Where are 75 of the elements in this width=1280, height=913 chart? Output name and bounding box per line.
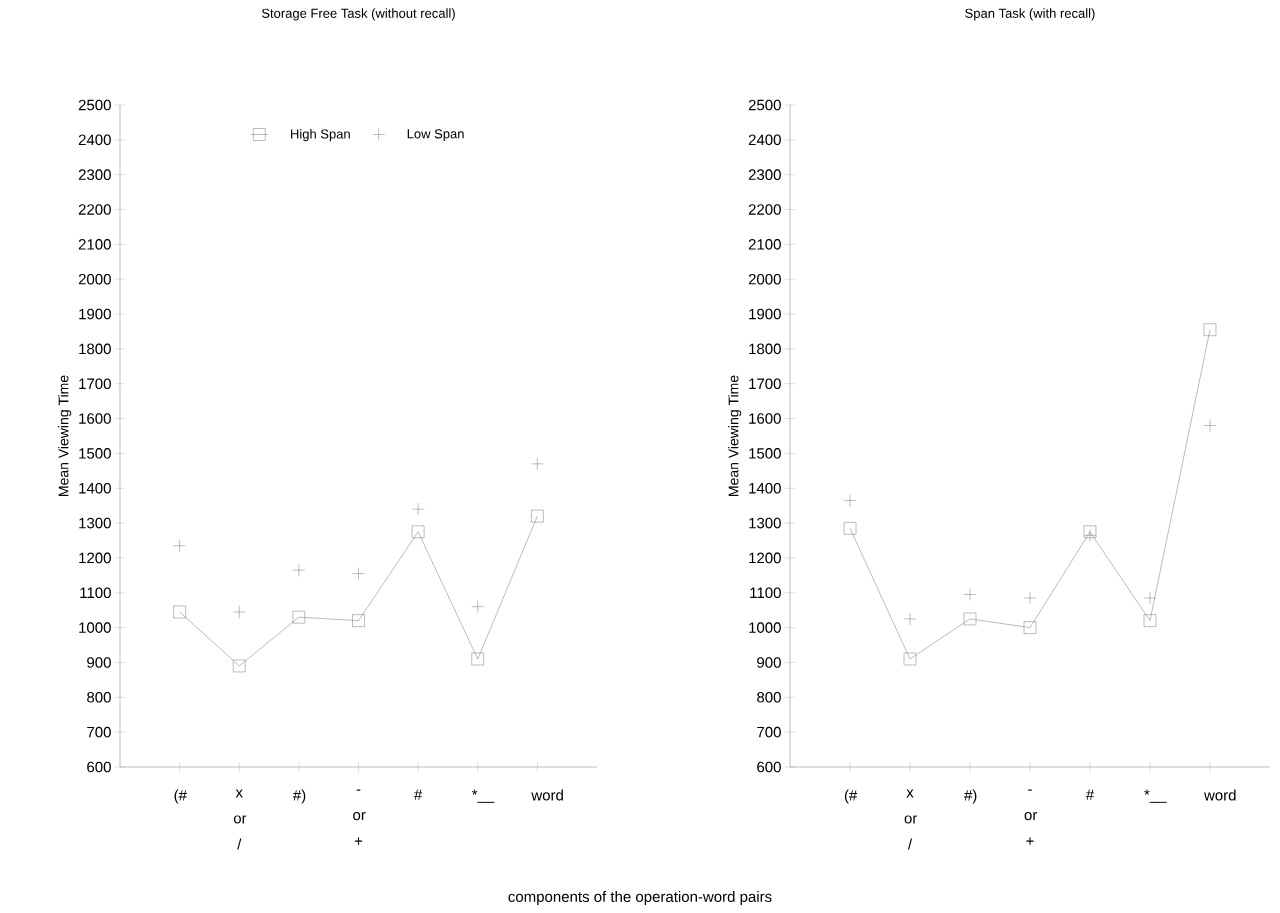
y-tick-label: 1700	[79, 378, 111, 390]
x-tick-label: #	[1085, 789, 1095, 800]
y-tick-label: 1100	[80, 587, 111, 599]
y-tick-label: 1200	[749, 552, 781, 564]
point	[531, 509, 544, 523]
point	[411, 525, 425, 538]
y-tick-label: 2200	[748, 204, 781, 215]
y-tick-label: 1000	[749, 622, 781, 633]
legend-label: Low Span	[407, 129, 464, 141]
x-tick-label: x or /	[904, 789, 918, 850]
y-tick-label: 1200	[79, 552, 111, 564]
x-tick-label: #)	[292, 789, 306, 804]
y-tick-label: 1800	[749, 343, 781, 355]
y-tick-label: 2200	[78, 204, 111, 215]
y-tick-label: 1400	[79, 482, 111, 494]
point	[1143, 614, 1157, 627]
y-axis-title: Mean Viewing Time	[728, 375, 742, 496]
y-tick-label: 1400	[749, 482, 781, 494]
x-tick-label: x or /	[233, 789, 247, 850]
x-tick-label: word	[531, 789, 563, 801]
y-tick-label: 2400	[748, 134, 781, 146]
y-tick-label: 1600	[749, 413, 781, 424]
x-tick-label: #	[414, 789, 423, 800]
y-tick-label: 2000	[78, 273, 111, 285]
y-tick-label: 1300	[749, 517, 781, 529]
y-tick-label: 900	[87, 657, 111, 668]
y-tick-label: 2300	[748, 169, 781, 180]
point	[471, 652, 484, 666]
y-tick-label: 2500	[78, 99, 111, 111]
y-tick-label: 700	[757, 726, 781, 738]
point	[843, 522, 857, 535]
chart-title: Span Task (with recall)	[965, 8, 1095, 21]
point	[1023, 621, 1037, 634]
y-tick-label: 700	[87, 726, 111, 738]
x-axis-title: components of the operation-word pairs	[508, 890, 772, 905]
point	[233, 659, 246, 673]
y-tick-label: 1300	[79, 517, 111, 529]
x-tick-label: #)	[964, 789, 977, 804]
y-tick-label: 2300	[78, 169, 111, 180]
category-label: - or +	[353, 789, 366, 845]
x-tick-label: word	[1203, 789, 1236, 801]
y-tick-label: 1500	[749, 448, 781, 459]
y-tick-label: 900	[757, 657, 781, 668]
point	[903, 652, 917, 666]
point	[1203, 323, 1217, 336]
y-tick-label: 1900	[749, 308, 781, 320]
y-tick-label: 1900	[79, 308, 111, 320]
point	[352, 614, 365, 627]
legend-label: High Span	[291, 129, 350, 142]
y-tick-label: 2000	[748, 273, 781, 285]
x-tick-label: (#	[844, 789, 858, 804]
x-tick-label: (#	[174, 789, 187, 804]
y-tick-label: 1000	[79, 622, 111, 633]
y-tick-label: 800	[87, 691, 111, 703]
point	[292, 610, 306, 624]
point	[1083, 525, 1097, 538]
point	[963, 612, 977, 626]
point	[173, 605, 186, 619]
y-tick-label: 2100	[78, 239, 111, 250]
y-tick-label: 1600	[79, 413, 111, 424]
y-tick-label: 800	[757, 691, 781, 703]
x-tick-label: *__	[471, 789, 495, 803]
category-label: - or +	[1024, 789, 1038, 845]
y-tick-label: 2400	[78, 134, 111, 146]
y-tick-label: 600	[87, 761, 111, 773]
y-tick-label: 1800	[79, 343, 111, 355]
y-tick-label: 1500	[79, 448, 111, 459]
y-tick-label: 600	[757, 761, 781, 773]
x-tick-label: *__	[1144, 789, 1167, 803]
y-tick-label: 2100	[748, 239, 781, 250]
y-axis-title: Mean Viewing Time	[58, 375, 72, 496]
y-tick-label: 1100	[750, 587, 781, 599]
y-tick-label: 2500	[748, 99, 781, 111]
y-tick-label: 1700	[749, 378, 781, 390]
chart-title: Storage Free Task (without recall)	[261, 8, 455, 21]
